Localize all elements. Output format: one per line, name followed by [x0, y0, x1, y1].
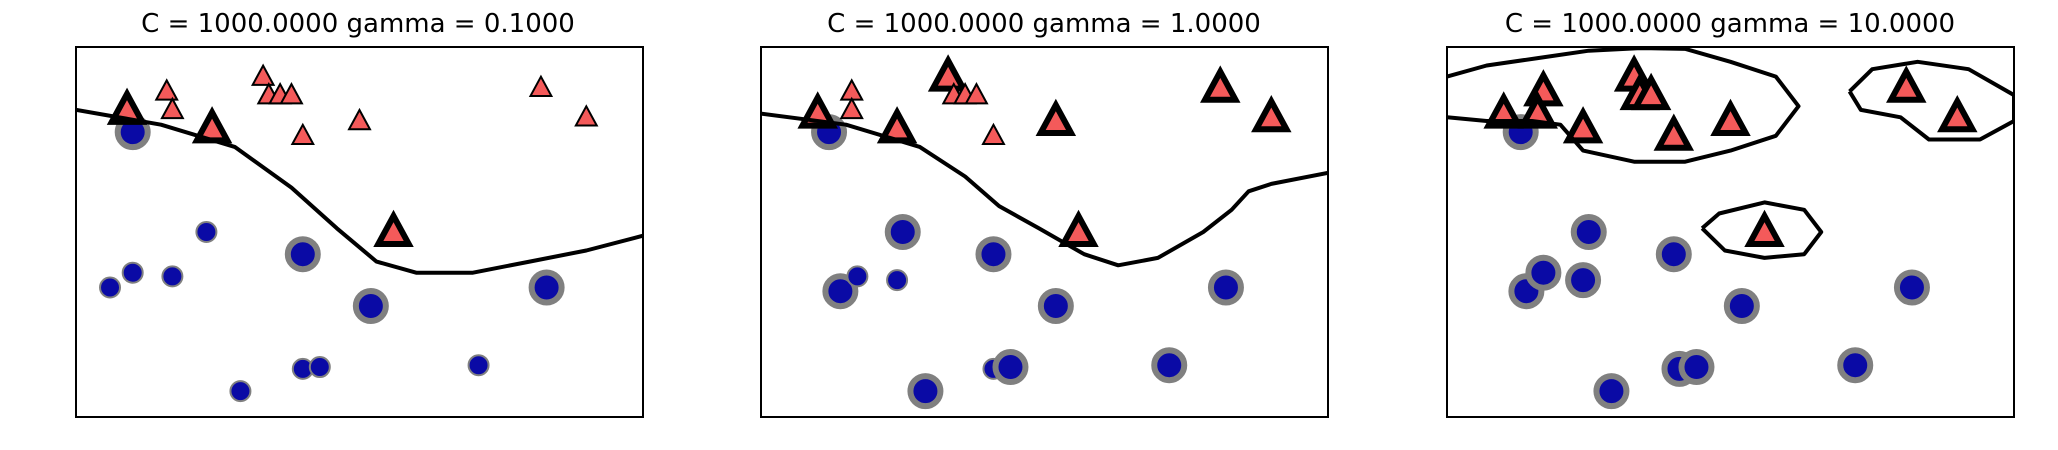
- class-1-support-vector-point: [1630, 72, 1672, 111]
- class-1-point: [154, 78, 179, 101]
- class-0-support-vector-point: [1207, 269, 1244, 306]
- class-0-support-vector-point: [1525, 254, 1562, 291]
- class-1-support-vector-point: [1886, 65, 1927, 103]
- class-0-point: [308, 356, 331, 379]
- class-1-point: [981, 122, 1006, 146]
- panel-title: C = 1000.0000 gamma = 1.0000: [827, 9, 1261, 39]
- class-0-point: [99, 276, 122, 299]
- class-0-point: [195, 221, 218, 243]
- class-1-point: [250, 63, 276, 86]
- class-1-support-vector-point: [1058, 209, 1099, 247]
- panel-gamma-1.0: C = 1000.0000 gamma = 1.0000: [760, 9, 1329, 418]
- plot-frame: [1446, 46, 2015, 418]
- class-0-support-vector-point: [1570, 214, 1607, 250]
- class-1-support-vector-point: [1517, 91, 1558, 129]
- class-1-support-vector-point: [1744, 209, 1785, 247]
- class-0-support-vector-point: [884, 214, 921, 250]
- class-0-point: [846, 265, 869, 288]
- class-0-support-vector-point: [992, 349, 1029, 386]
- class-1-support-vector-point: [1710, 98, 1751, 136]
- decision-boundary: [761, 111, 1328, 268]
- class-0-support-vector-point: [1565, 262, 1602, 299]
- class-1-support-vector-point: [927, 54, 969, 92]
- class-0-point: [121, 261, 144, 284]
- class-1-point: [290, 122, 315, 146]
- class-1-point: [574, 104, 599, 127]
- class-0-support-vector-point: [975, 236, 1012, 273]
- class-0-support-vector-point: [1593, 373, 1630, 410]
- class-0-point: [229, 380, 252, 403]
- class-0-support-vector-point: [1678, 349, 1715, 386]
- panel-gamma-0.1: C = 1000.0000 gamma = 0.1000: [75, 9, 644, 418]
- class-0-support-vector-point: [1837, 347, 1874, 384]
- class-1-support-vector-point: [373, 209, 414, 247]
- panel-title: C = 1000.0000 gamma = 0.1000: [141, 9, 575, 39]
- panel-title: C = 1000.0000 gamma = 10.0000: [1505, 9, 1955, 39]
- class-1-point: [347, 107, 372, 131]
- decision-boundary: [1700, 200, 1824, 260]
- class-0-support-vector-point: [284, 236, 321, 273]
- panel-gamma-10: C = 1000.0000 gamma = 10.0000: [1446, 9, 2015, 418]
- class-1-support-vector-point: [1251, 95, 1292, 133]
- decision-boundary: [1847, 59, 2014, 142]
- class-1-support-vector-point: [1523, 69, 1564, 107]
- class-0-support-vector-point: [822, 273, 859, 310]
- class-0-point: [161, 265, 184, 288]
- class-1-support-vector-point: [1562, 106, 1604, 144]
- plot-frame: [75, 46, 644, 418]
- class-1-point: [528, 74, 554, 97]
- class-0-support-vector-point: [352, 288, 389, 324]
- class-1-point: [279, 82, 304, 105]
- class-0-support-vector-point: [1037, 288, 1074, 324]
- class-1-support-vector-point: [1035, 98, 1077, 136]
- class-0-support-vector-point: [528, 269, 565, 306]
- plot-frame: [760, 46, 1329, 418]
- class-1-support-vector-point: [106, 87, 148, 125]
- class-0-support-vector-point: [1893, 269, 1930, 306]
- class-1-support-vector-point: [1200, 65, 1241, 103]
- class-1-support-vector-point: [1937, 95, 1978, 133]
- class-1-support-vector-point: [1653, 113, 1695, 151]
- class-1-point: [160, 96, 185, 120]
- class-0-point: [467, 354, 490, 377]
- decision-boundary: [76, 107, 643, 275]
- class-1-point: [839, 96, 864, 120]
- class-0-support-vector-point: [1151, 347, 1188, 384]
- class-1-point: [839, 78, 864, 101]
- class-1-point: [964, 82, 989, 105]
- class-0-support-vector-point: [907, 373, 944, 410]
- class-1-support-vector-point: [1483, 91, 1524, 129]
- class-0-point: [886, 269, 909, 292]
- class-0-support-vector-point: [1723, 288, 1760, 324]
- class-0-support-vector-point: [1655, 236, 1692, 273]
- decision-boundary: [1447, 47, 1801, 164]
